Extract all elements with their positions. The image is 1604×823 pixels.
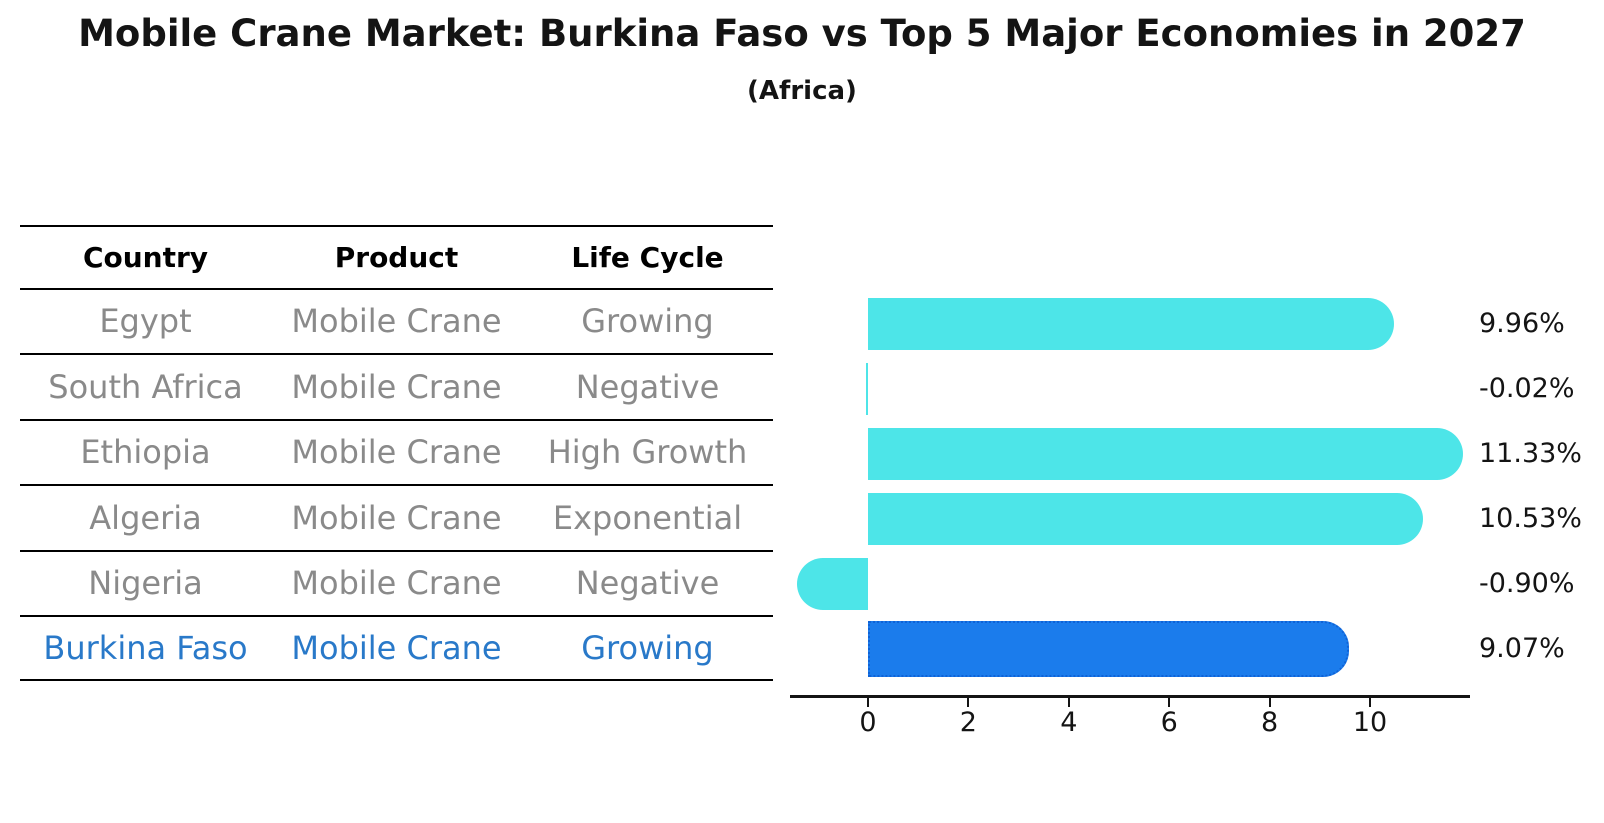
- table-header-row: Country Product Life Cycle: [20, 227, 773, 288]
- x-axis-tick-label: 4: [1060, 707, 1078, 738]
- table-row: Egypt Mobile Crane Growing: [20, 289, 773, 353]
- chart-subtitle: (Africa): [747, 76, 857, 106]
- product-cell: Mobile Crane: [291, 367, 502, 406]
- bar-value-label: 9.96%: [1479, 308, 1565, 339]
- table-row: Burkina Faso Mobile Crane Growing: [20, 616, 773, 679]
- bar-egypt: [868, 298, 1394, 350]
- table-row: Algeria Mobile Crane Exponential: [20, 485, 773, 550]
- country-cell: Burkina Faso: [43, 628, 248, 667]
- product-cell: Mobile Crane: [291, 433, 502, 471]
- table-rule: [20, 353, 773, 355]
- bar-value-label: 11.33%: [1479, 438, 1582, 469]
- product-cell: Mobile Crane: [291, 498, 502, 537]
- table-rule: [20, 615, 773, 617]
- table-rule: [20, 419, 773, 421]
- x-axis-tick: [967, 697, 970, 707]
- life-cycle-cell: Growing: [581, 302, 714, 340]
- bar-south-africa: [866, 363, 868, 415]
- bar-nigeria: [796, 558, 868, 610]
- bar-value-label: 10.53%: [1479, 503, 1582, 534]
- x-axis-tick: [1067, 697, 1070, 707]
- country-comparison-table: Country Product Life Cycle Egypt Mobile …: [20, 225, 773, 681]
- bar-value-label: -0.02%: [1479, 373, 1575, 404]
- table-row: South Africa Mobile Crane Negative: [20, 354, 773, 419]
- product-cell: Mobile Crane: [291, 628, 502, 667]
- x-axis-tick: [867, 697, 869, 707]
- table-rule: [20, 679, 773, 681]
- x-axis-tick-label: 0: [859, 707, 877, 738]
- x-axis-tick: [1268, 697, 1271, 707]
- x-axis-tick: [1168, 697, 1171, 707]
- table-row: Ethiopia Mobile Crane High Growth: [20, 420, 773, 484]
- country-cell: Ethiopia: [80, 433, 211, 471]
- life-cycle-cell: High Growth: [547, 433, 748, 471]
- table-rule: [20, 225, 773, 227]
- country-cell: Egypt: [99, 302, 192, 340]
- life-cycle-cell: Growing: [581, 628, 714, 667]
- country-cell: Algeria: [89, 498, 202, 537]
- table-rule: [20, 288, 773, 290]
- bar-value-label: 9.07%: [1479, 633, 1565, 664]
- table-rule: [20, 484, 773, 486]
- product-cell: Mobile Crane: [291, 302, 502, 340]
- x-axis-tick-label: 6: [1160, 707, 1178, 738]
- x-axis-line: [790, 695, 1470, 698]
- x-axis-tick: [1369, 697, 1371, 707]
- product-cell: Mobile Crane: [291, 564, 502, 602]
- bar-algeria: [868, 493, 1423, 545]
- table-row: Nigeria Mobile Crane Negative: [20, 551, 773, 615]
- x-axis-tick-label: 8: [1261, 707, 1279, 738]
- bar-ethiopia: [868, 428, 1463, 480]
- column-header-life-cycle: Life Cycle: [571, 241, 724, 274]
- x-axis-tick-label: 10: [1352, 707, 1388, 738]
- bar-value-label: -0.90%: [1479, 568, 1575, 599]
- bar-burkina-faso: [868, 621, 1350, 677]
- x-axis-tick-label: 2: [959, 707, 977, 738]
- life-cycle-cell: Negative: [575, 367, 720, 406]
- life-cycle-cell: Exponential: [552, 498, 743, 537]
- column-header-country: Country: [82, 241, 209, 274]
- country-cell: Nigeria: [88, 564, 203, 602]
- life-cycle-cell: Negative: [575, 564, 720, 602]
- column-header-product: Product: [334, 241, 459, 274]
- table-rule: [20, 550, 773, 552]
- chart-title: Mobile Crane Market: Burkina Faso vs Top…: [78, 12, 1526, 55]
- country-cell: South Africa: [48, 367, 243, 406]
